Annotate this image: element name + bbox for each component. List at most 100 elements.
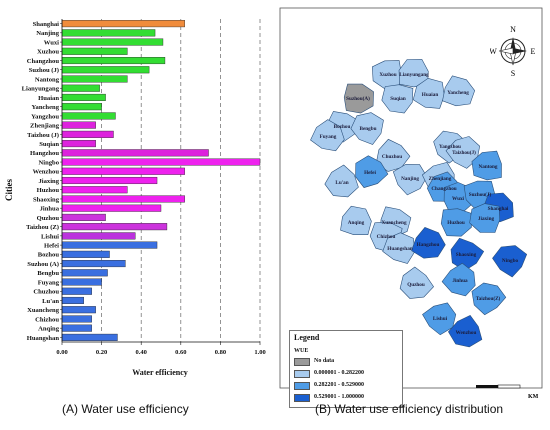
city-region: [324, 164, 359, 198]
category-label: Huzhou: [37, 187, 60, 194]
city-label: Xuancheng: [381, 220, 406, 226]
scale-tick: 150: [516, 382, 525, 383]
bar: [61, 223, 168, 231]
category-label: Jiaxing: [38, 178, 59, 185]
bar: [61, 47, 128, 55]
city-label: Ningbo: [502, 258, 519, 264]
city-label: Hangzhou: [417, 242, 440, 248]
bar: [61, 186, 128, 194]
map-legend: Legend WUE No data 0.000001 - 0.282200 0…: [289, 330, 403, 408]
scale-bar-graphic: 0 75 150 KM: [475, 377, 539, 400]
city-region: [441, 262, 476, 297]
category-label: Suzhou (J): [29, 67, 59, 74]
bar: [61, 306, 96, 314]
city-label: Huaian: [422, 92, 439, 98]
x-axis-title: Water efficiency: [132, 368, 188, 377]
bar: [61, 260, 126, 268]
city-region: [381, 84, 414, 114]
legend-label: 0.529001 - 1.000000: [314, 394, 364, 400]
city-region: [422, 302, 457, 336]
city-region: [398, 59, 429, 88]
category-label: Wenzhou: [33, 169, 60, 176]
city-region: [392, 164, 428, 196]
x-tick-label: 0.40: [136, 349, 147, 356]
legend-title: Legend: [294, 333, 320, 342]
city-label: Jinhua: [452, 278, 468, 284]
category-label: Wuxi: [44, 39, 59, 46]
compass-e: E: [531, 47, 536, 56]
category-label: Chizhou: [35, 316, 59, 323]
bar: [61, 176, 158, 185]
category-label: Nantong: [35, 76, 60, 83]
scale-tick: 75: [495, 382, 501, 383]
category-label: Huangshan: [27, 335, 60, 342]
city-region: [471, 150, 502, 181]
scale-tick: 0: [475, 382, 478, 383]
city-label: Chizhou: [377, 234, 396, 240]
category-label: Yancheng: [32, 104, 60, 111]
bar: [61, 103, 102, 111]
x-tick-label: 0.80: [215, 349, 226, 356]
bar: [61, 112, 116, 120]
city-label: Bozhou: [334, 124, 351, 130]
bar: [61, 38, 164, 46]
compass: N S W E: [489, 22, 536, 78]
city-label: Changzhou: [431, 186, 456, 192]
bar: [61, 195, 185, 203]
bar: [61, 232, 136, 240]
city-label: Zhenjiang: [429, 176, 452, 182]
city-region: [310, 119, 345, 152]
city-label: Bengbu: [359, 126, 376, 132]
city-label: Shanghai: [488, 206, 509, 212]
bar: [61, 130, 114, 138]
city-label: Hefei: [364, 170, 376, 176]
category-label: Xuzhou: [37, 49, 59, 56]
bar: [61, 57, 166, 65]
city-label: Chuzhou: [382, 154, 402, 160]
category-label: Zhenjiang: [30, 123, 60, 130]
city-region: [382, 232, 416, 264]
category-label: Shaoxing: [33, 196, 60, 203]
category-label: Changzhou: [27, 58, 60, 65]
compass-w: W: [490, 47, 497, 56]
legend-subtitle: WUE: [294, 348, 309, 354]
city-region: [442, 75, 476, 107]
city-label: Huzhou: [447, 220, 465, 226]
city-label: Suzhou(J): [469, 191, 492, 198]
bar: [61, 250, 110, 258]
city-region: [343, 83, 374, 114]
category-label: Fuyang: [38, 279, 60, 286]
x-tick-label: 1.00: [254, 349, 265, 356]
city-label: Suqian: [390, 96, 406, 102]
city-region: [440, 208, 472, 237]
category-label: Bozhou: [38, 252, 60, 259]
bar: [61, 269, 108, 277]
city-label: Jiaxing: [478, 216, 495, 222]
bar: [61, 315, 92, 323]
category-label: Xuancheng: [27, 307, 60, 314]
x-tick-label: 0.00: [56, 349, 67, 356]
bar: [61, 158, 261, 166]
category-label: Lianyungang: [22, 86, 60, 93]
legend-swatch: [294, 370, 310, 378]
x-tick-label: 0.60: [175, 349, 186, 356]
category-label: Suqian: [39, 141, 59, 148]
bar: [61, 287, 92, 295]
bar: [61, 241, 158, 249]
map: Xuzhou Lianyungang Suzhou(A) Suqian Huaian Ya…: [279, 7, 543, 389]
bar: [61, 167, 185, 175]
legend-label: 0.282201 - 0.529000: [314, 382, 364, 388]
bar: [61, 140, 96, 148]
city-label: Lu'an: [335, 180, 348, 186]
city-label: Anqing: [348, 220, 365, 226]
category-label: Lu'an: [42, 298, 59, 305]
category-label: Suzhou (A): [27, 261, 59, 268]
category-label: Ningbo: [38, 159, 59, 166]
category-label: Taizhou (Z): [26, 224, 59, 231]
compass-n: N: [510, 25, 516, 34]
bar: [61, 66, 150, 74]
category-label: Hangzhou: [30, 150, 59, 157]
category-label: Taizhou (J): [27, 132, 59, 139]
city-label: Wenzhou: [456, 330, 477, 336]
